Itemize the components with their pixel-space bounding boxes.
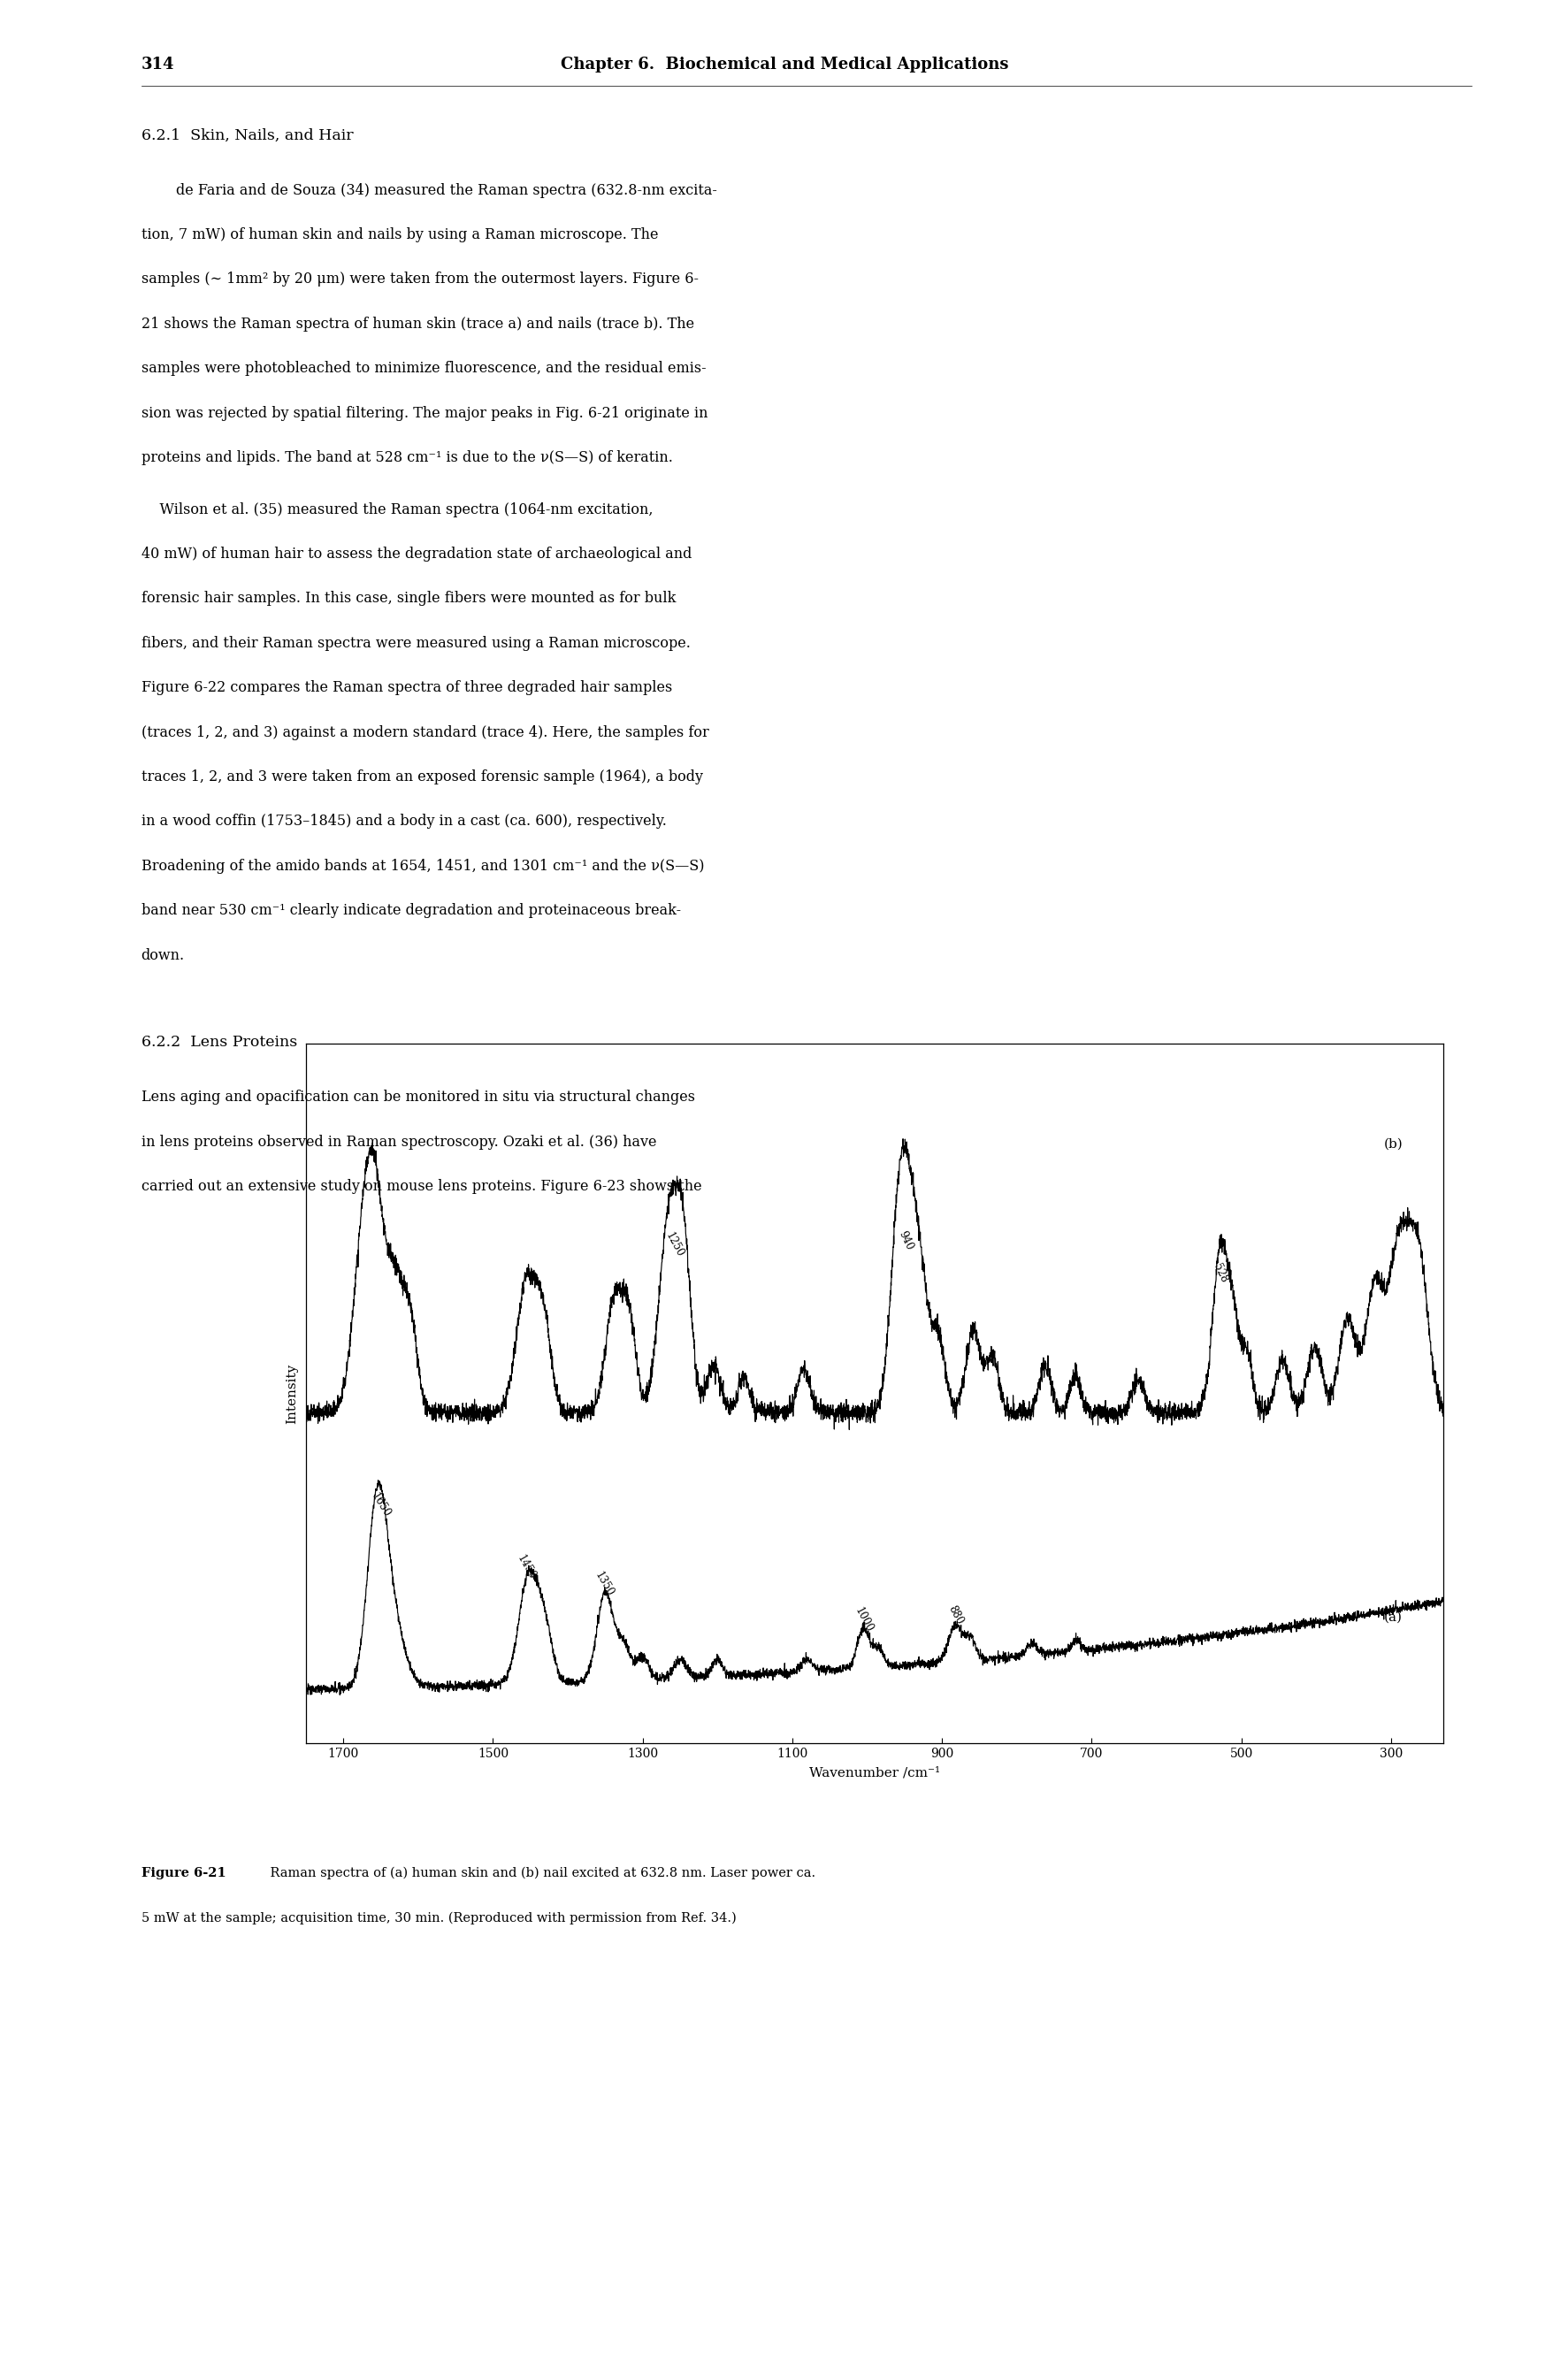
Text: 1650: 1650 bbox=[368, 1492, 392, 1520]
Text: proteins and lipids. The band at 528 cm⁻¹ is due to the ν(S—S) of keratin.: proteins and lipids. The band at 528 cm⁻… bbox=[141, 451, 673, 465]
Text: tion, 7 mW) of human skin and nails by using a Raman microscope. The: tion, 7 mW) of human skin and nails by u… bbox=[141, 228, 657, 242]
Text: in lens proteins observed in Raman spectroscopy. Ozaki et al. (36) have: in lens proteins observed in Raman spect… bbox=[141, 1134, 655, 1150]
Text: samples (∼ 1mm² by 20 μm) were taken from the outermost layers. Figure 6-: samples (∼ 1mm² by 20 μm) were taken fro… bbox=[141, 273, 698, 287]
Text: traces 1, 2, and 3 were taken from an exposed forensic sample (1964), a body: traces 1, 2, and 3 were taken from an ex… bbox=[141, 769, 702, 785]
Text: Chapter 6.  Biochemical and Medical Applications: Chapter 6. Biochemical and Medical Appli… bbox=[560, 57, 1008, 74]
Text: (a): (a) bbox=[1383, 1611, 1402, 1622]
Text: 880: 880 bbox=[946, 1603, 964, 1627]
Text: (b): (b) bbox=[1383, 1139, 1402, 1150]
Text: 1350: 1350 bbox=[591, 1570, 615, 1599]
Text: Broadening of the amido bands at 1654, 1451, and 1301 cm⁻¹ and the ν(S—S): Broadening of the amido bands at 1654, 1… bbox=[141, 859, 704, 873]
Text: 1000: 1000 bbox=[851, 1606, 875, 1634]
Text: sion was rejected by spatial filtering. The major peaks in Fig. 6-21 originate i: sion was rejected by spatial filtering. … bbox=[141, 406, 707, 420]
Text: 6.2.2  Lens Proteins: 6.2.2 Lens Proteins bbox=[141, 1034, 296, 1051]
Text: down.: down. bbox=[141, 949, 185, 963]
Text: 1450: 1450 bbox=[514, 1554, 538, 1582]
Text: 940: 940 bbox=[897, 1229, 916, 1252]
Text: 5 mW at the sample; acquisition time, 30 min. (Reproduced with permission from R: 5 mW at the sample; acquisition time, 30… bbox=[141, 1912, 735, 1924]
Text: Lens aging and opacification can be monitored in situ via structural changes: Lens aging and opacification can be moni… bbox=[141, 1089, 695, 1105]
Text: carried out an extensive study on mouse lens proteins. Figure 6-23 shows the: carried out an extensive study on mouse … bbox=[141, 1179, 701, 1193]
Text: samples were photobleached to minimize fluorescence, and the residual emis-: samples were photobleached to minimize f… bbox=[141, 361, 706, 377]
Text: Wilson et al. (35) measured the Raman spectra (1064-nm excitation,: Wilson et al. (35) measured the Raman sp… bbox=[141, 503, 652, 517]
Text: Raman spectra of (a) human skin and (b) nail excited at 632.8 nm. Laser power ca: Raman spectra of (a) human skin and (b) … bbox=[254, 1867, 815, 1879]
Y-axis label: Intensity: Intensity bbox=[285, 1364, 298, 1423]
Text: 528: 528 bbox=[1210, 1262, 1229, 1286]
Text: forensic hair samples. In this case, single fibers were mounted as for bulk: forensic hair samples. In this case, sin… bbox=[141, 591, 676, 607]
Text: 1250: 1250 bbox=[662, 1231, 685, 1260]
Text: Figure 6-22 compares the Raman spectra of three degraded hair samples: Figure 6-22 compares the Raman spectra o… bbox=[141, 681, 671, 695]
Text: fibers, and their Raman spectra were measured using a Raman microscope.: fibers, and their Raman spectra were mea… bbox=[141, 636, 690, 650]
Text: Figure 6-21: Figure 6-21 bbox=[141, 1867, 226, 1879]
Text: in a wood coffin (1753–1845) and a body in a cast (ca. 600), respectively.: in a wood coffin (1753–1845) and a body … bbox=[141, 814, 666, 830]
Text: 21 shows the Raman spectra of human skin (trace a) and nails (trace b). The: 21 shows the Raman spectra of human skin… bbox=[141, 315, 693, 332]
Text: band near 530 cm⁻¹ clearly indicate degradation and proteinaceous break-: band near 530 cm⁻¹ clearly indicate degr… bbox=[141, 904, 681, 918]
Text: 40 mW) of human hair to assess the degradation state of archaeological and: 40 mW) of human hair to assess the degra… bbox=[141, 546, 691, 562]
Text: 314: 314 bbox=[141, 57, 174, 74]
Text: 6.2.1  Skin, Nails, and Hair: 6.2.1 Skin, Nails, and Hair bbox=[141, 128, 353, 142]
X-axis label: Wavenumber /cm⁻¹: Wavenumber /cm⁻¹ bbox=[809, 1767, 939, 1779]
Text: de Faria and de Souza (34) measured the Raman spectra (632.8-nm excita-: de Faria and de Souza (34) measured the … bbox=[176, 183, 717, 197]
Text: (traces 1, 2, and 3) against a modern standard (trace 4). Here, the samples for: (traces 1, 2, and 3) against a modern st… bbox=[141, 726, 709, 740]
